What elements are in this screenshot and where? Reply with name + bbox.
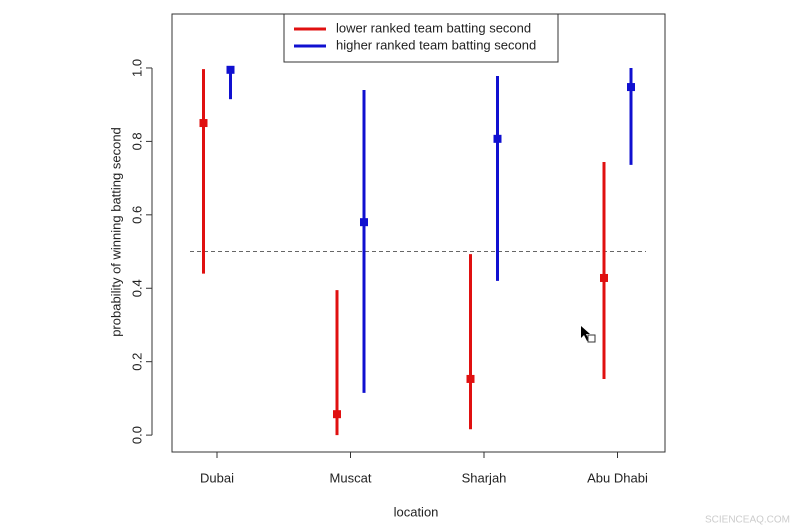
y-tick-label: 0.8	[129, 132, 144, 150]
y-tick-label: 1.0	[129, 59, 144, 77]
cursor	[581, 326, 590, 341]
y-tick-label: 0.2	[129, 353, 144, 371]
point	[226, 65, 235, 74]
x-tick-label: Sharjah	[462, 470, 507, 485]
y-tick-label: 0.0	[129, 426, 144, 444]
point	[493, 134, 502, 143]
point	[466, 374, 475, 383]
point	[199, 119, 208, 128]
x-tick-label: Muscat	[330, 470, 372, 485]
point	[333, 410, 341, 419]
legend-label: higher ranked team batting second	[336, 37, 536, 52]
watermark: SCIENCEAQ.COM	[705, 515, 790, 526]
point	[600, 273, 608, 282]
legend-box	[283, 13, 559, 63]
x-tick-label: Abu Dhabi	[587, 470, 648, 485]
plot-frame	[171, 13, 666, 453]
x-tick-label: Dubai	[200, 470, 234, 485]
point	[360, 218, 368, 227]
x-axis-title: location	[394, 504, 439, 519]
y-tick-label: 0.6	[129, 206, 144, 224]
legend-label: lower ranked team batting second	[336, 20, 531, 35]
cursor-marker	[587, 334, 596, 343]
y-tick-label: 0.4	[129, 279, 144, 297]
y-axis-title: probability of winning batting second	[108, 127, 123, 337]
point	[627, 83, 635, 92]
